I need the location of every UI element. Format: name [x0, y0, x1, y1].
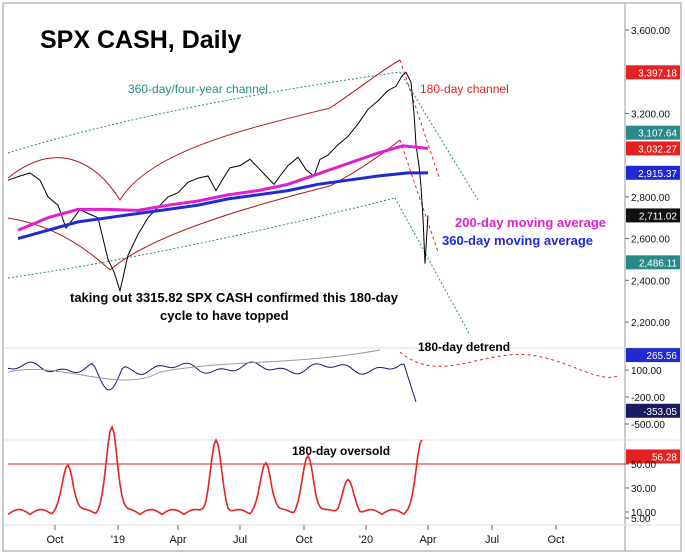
detrend-projection: [399, 351, 621, 378]
detrend-layer: [7, 349, 621, 403]
oversold-value-tag: [626, 449, 680, 464]
price-value-tag-label: 3,107.64: [638, 129, 677, 140]
label-channel-360: 360-day/four-year channel: [128, 82, 268, 96]
detrend-value-tag: [626, 403, 680, 418]
oversold-value-tag-label: 56.28: [652, 452, 677, 463]
price-value-tag-label: 3,032.27: [638, 144, 677, 155]
ma200-series: [17, 144, 429, 232]
oversold-tick-label: 30.00: [631, 484, 656, 495]
label-oversold: 180-day oversold: [292, 444, 390, 458]
price-value-tag-label: 2,486.11: [639, 258, 678, 269]
value-tags: 3,397.18 3,107.64 3,032.27 2,915.37 2,711.02…: [626, 65, 680, 464]
price-value-tag-label: 2,711.02: [639, 211, 678, 222]
note-line-1: taking out 3315.82 SPX CASH confirmed th…: [70, 290, 399, 305]
channel-180-upper: [7, 59, 401, 201]
label-ma200: 200-day moving average: [455, 215, 606, 230]
x-tick-label: Jul: [233, 534, 247, 546]
label-channel-180: 180-day channel: [420, 82, 509, 96]
price-value-tag: [626, 141, 680, 156]
note-line-2: cycle to have topped: [160, 308, 289, 323]
y-axis-ticks: 3,600.00 3,200.00 2,800.00 2,600.00 2,400.00…: [625, 26, 670, 525]
oversold-tick-label: 10.00: [631, 508, 656, 519]
detrend-value-tag-label: 265.56: [646, 351, 677, 362]
x-tick-label: Oct: [46, 534, 63, 546]
x-axis-ticks: Oct '19 Apr Jul Oct '20 Apr Jul Oct: [46, 525, 565, 546]
oversold-tick-label: 50.00: [631, 460, 656, 471]
price-tick-label: 2,200.00: [631, 318, 670, 329]
price-tick-label: 3,200.00: [631, 109, 670, 120]
price-value-tag: [626, 208, 680, 223]
price-series: [7, 71, 429, 293]
x-tick-label: Oct: [295, 534, 312, 546]
detrend-value-tag-label: -353.05: [643, 407, 677, 418]
price-value-tag: [626, 65, 680, 80]
x-tick-label: Jul: [485, 534, 499, 546]
label-detrend: 180-day detrend: [418, 340, 510, 354]
x-tick-label: Apr: [419, 534, 436, 546]
detrend-value-tag: [626, 348, 680, 363]
channel-360-upper-projection: [399, 71, 479, 201]
price-tick-label: 3,600.00: [631, 26, 670, 37]
panel-separators: [3, 3, 681, 551]
series-layer: [7, 71, 429, 293]
chart-title: SPX CASH, Daily: [40, 26, 242, 54]
price-tick-label: 2,800.00: [631, 193, 670, 204]
detrend-series: [7, 361, 417, 403]
ma360-series: [17, 171, 428, 241]
channel-lines: [7, 59, 479, 336]
price-value-tag: [626, 125, 680, 140]
price-tick-label: 2,400.00: [631, 276, 670, 287]
oversold-tick-label: 5.00: [631, 514, 651, 525]
x-tick-label: '20: [359, 534, 373, 546]
detrend-tick-label: -200.00: [631, 393, 665, 404]
x-tick-label: '19: [111, 534, 125, 546]
price-value-tag: [626, 165, 680, 180]
price-value-tag-label: 3,397.18: [638, 68, 677, 79]
detrend-average: [7, 349, 381, 381]
channel-180-lower: [7, 139, 401, 271]
label-ma360: 360-day moving average: [442, 233, 593, 248]
price-value-tag-label: 2,915.37: [638, 169, 677, 180]
detrend-tick-label: 100.00: [631, 366, 662, 377]
detrend-tick-label: -500.00: [631, 420, 665, 431]
channel-180-lower-projection: [399, 139, 439, 253]
x-tick-label: Apr: [169, 534, 186, 546]
price-tick-label: 2,600.00: [631, 235, 670, 246]
price-value-tag: [626, 255, 680, 270]
oversold-series: [7, 424, 423, 516]
x-tick-label: Oct: [547, 534, 564, 546]
channel-360-upper: [7, 71, 401, 154]
oscillator-layer: [7, 424, 625, 516]
